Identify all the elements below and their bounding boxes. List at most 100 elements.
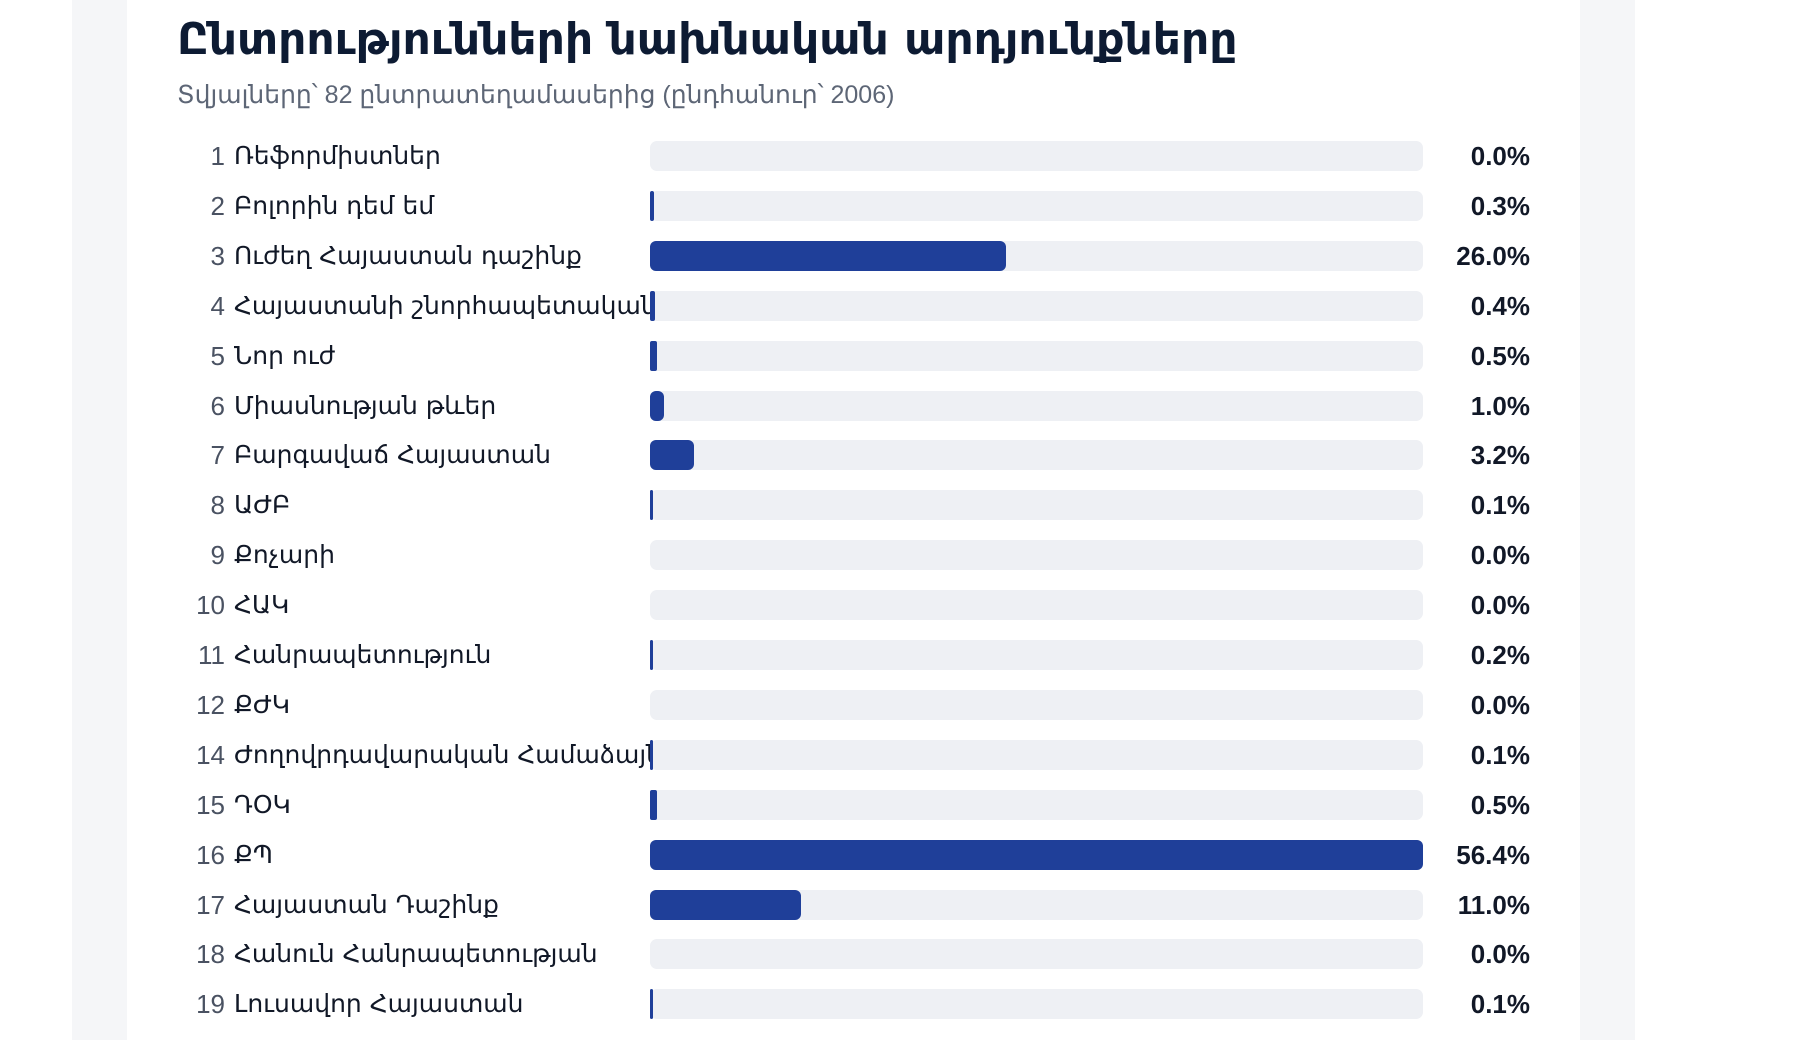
party-label: Միասնության թևեր <box>234 390 497 420</box>
bar-track <box>650 340 1423 371</box>
party-label: Բարգավաճ Հայաստան <box>234 440 551 470</box>
bar-fill <box>650 390 664 421</box>
party-label: Ռեֆորմիստներ <box>234 141 441 170</box>
percent-value: 11.0% <box>1457 889 1530 920</box>
bar-fill <box>650 839 1423 870</box>
party-label: Բոլորին դեմ եմ <box>234 190 435 220</box>
result-row: 10 ՀԱԿ 0.0% <box>127 585 1580 625</box>
bar-track <box>650 989 1423 1020</box>
row-number: 10 <box>196 590 225 621</box>
party-label: ԱԺԲ <box>234 490 291 520</box>
bar-track <box>650 839 1423 870</box>
bar-fill <box>650 240 1007 271</box>
row-number: 1 <box>210 141 225 171</box>
bar-track <box>650 640 1423 670</box>
percent-value: 0.1% <box>1470 739 1530 770</box>
result-row: 7 Բարգավաճ Հայաստան 3.2% <box>127 435 1580 475</box>
bar-track <box>650 290 1423 321</box>
result-row: 15 ԴՕԿ 0.5% <box>127 785 1580 825</box>
row-number: 19 <box>196 989 225 1020</box>
party-label: ՀԱԿ <box>234 590 290 620</box>
bar-fill <box>650 190 655 221</box>
result-row: 18 Հանուն Հանրապետության 0.0% <box>127 934 1580 974</box>
percent-value: 0.4% <box>1470 290 1530 321</box>
bar-fill <box>650 290 656 321</box>
bar-track <box>650 789 1423 820</box>
row-number: 3 <box>210 240 225 271</box>
bar-track <box>650 240 1423 271</box>
row-number: 14 <box>196 739 225 770</box>
bar-track <box>650 190 1423 221</box>
bar-track <box>650 939 1423 970</box>
bar-track <box>650 490 1423 521</box>
result-row: 17 Հայաստան Դաշինք 11.0% <box>127 885 1580 925</box>
result-row: 5 Նոր ուժ 0.5% <box>127 336 1580 376</box>
results-card: Ընտրությունների նախնական արդյունքները Տվ… <box>127 0 1580 1040</box>
bar-track <box>650 889 1423 920</box>
row-number: 11 <box>198 640 225 670</box>
result-row: 11 Հանրապետություն 0.2% <box>127 635 1580 675</box>
percent-value: 0.0% <box>1470 590 1530 621</box>
result-row: 12 ՔԺԿ 0.0% <box>127 685 1580 725</box>
party-label: Լուսավոր Հայաստան <box>234 989 524 1019</box>
percent-value: 0.3% <box>1470 190 1530 221</box>
result-row: 6 Միասնության թևեր 1.0% <box>127 386 1580 426</box>
row-number: 18 <box>196 939 225 970</box>
results-list: 1 Ռեֆորմիստներ 0.0% 2 Բոլորին դեմ եմ 0.3% 3 Ուժ… <box>127 0 1580 1040</box>
percent-value: 0.1% <box>1470 989 1530 1020</box>
result-row: 14 Ժողովրդավարական Համաձայնություն 0.1% <box>127 735 1580 775</box>
party-label: Հանրապետություն <box>234 640 492 669</box>
chart-title: Ընտրությունների նախնական արդյունքները <box>177 14 1238 65</box>
party-label: Ուժեղ Հայաստան դաշինք <box>234 240 582 270</box>
bar-track <box>650 739 1423 770</box>
percent-value: 0.5% <box>1470 340 1530 371</box>
row-number: 2 <box>210 190 225 221</box>
percent-value: 0.5% <box>1470 789 1530 820</box>
bar-fill <box>650 490 653 521</box>
row-number: 7 <box>210 440 225 471</box>
row-number: 8 <box>210 490 225 521</box>
bar-track <box>650 390 1423 421</box>
party-label: Հանուն Հանրապետության <box>234 939 598 969</box>
bar-fill <box>650 789 657 820</box>
row-number: 15 <box>196 789 225 820</box>
party-label: ԴՕԿ <box>234 789 291 819</box>
bar-fill <box>650 739 653 770</box>
percent-value: 1.0% <box>1470 390 1530 421</box>
result-row: 2 Բոլորին դեմ եմ 0.3% <box>127 186 1580 226</box>
percent-value: 0.0% <box>1470 689 1530 720</box>
left-background-panel <box>72 0 127 1040</box>
result-row: 9 Քոչարի 0.0% <box>127 535 1580 575</box>
percent-value: 0.0% <box>1470 939 1530 970</box>
percent-value: 0.1% <box>1470 490 1530 521</box>
percent-value: 0.2% <box>1470 640 1530 670</box>
party-label: Հայաստան Դաշինք <box>234 889 499 919</box>
bar-track <box>650 141 1423 171</box>
bar-fill <box>650 889 801 920</box>
percent-value: 0.0% <box>1470 540 1530 571</box>
bar-track <box>650 440 1423 471</box>
party-label: Նոր ուժ <box>234 340 336 370</box>
row-number: 16 <box>196 839 225 870</box>
right-background-panel <box>1580 0 1635 1040</box>
bar-track <box>650 689 1423 720</box>
bar-track <box>650 590 1423 621</box>
party-label: Հայաստանի շնորհապետական <box>234 290 657 320</box>
party-label: ՔԺԿ <box>234 689 291 719</box>
result-row: 8 ԱԺԲ 0.1% <box>127 485 1580 525</box>
row-number: 12 <box>196 689 225 720</box>
percent-value: 3.2% <box>1470 440 1530 471</box>
party-label: Քոչարի <box>234 540 335 570</box>
bar-fill <box>650 989 653 1020</box>
percent-value: 26.0% <box>1456 240 1530 271</box>
row-number: 5 <box>210 340 225 371</box>
bar-track <box>650 540 1423 571</box>
row-number: 9 <box>210 540 225 571</box>
result-row: 16 ՔՊ 56.4% <box>127 835 1580 875</box>
result-row: 19 Լուսավոր Հայաստան 0.1% <box>127 984 1580 1024</box>
percent-value: 56.4% <box>1456 839 1530 870</box>
bar-fill <box>650 440 694 471</box>
chart-subtitle: Տվյալները՝ 82 ընտրատեղամասերից (ընդհանու… <box>177 81 895 109</box>
percent-value: 0.0% <box>1470 141 1530 171</box>
row-number: 17 <box>196 889 225 920</box>
